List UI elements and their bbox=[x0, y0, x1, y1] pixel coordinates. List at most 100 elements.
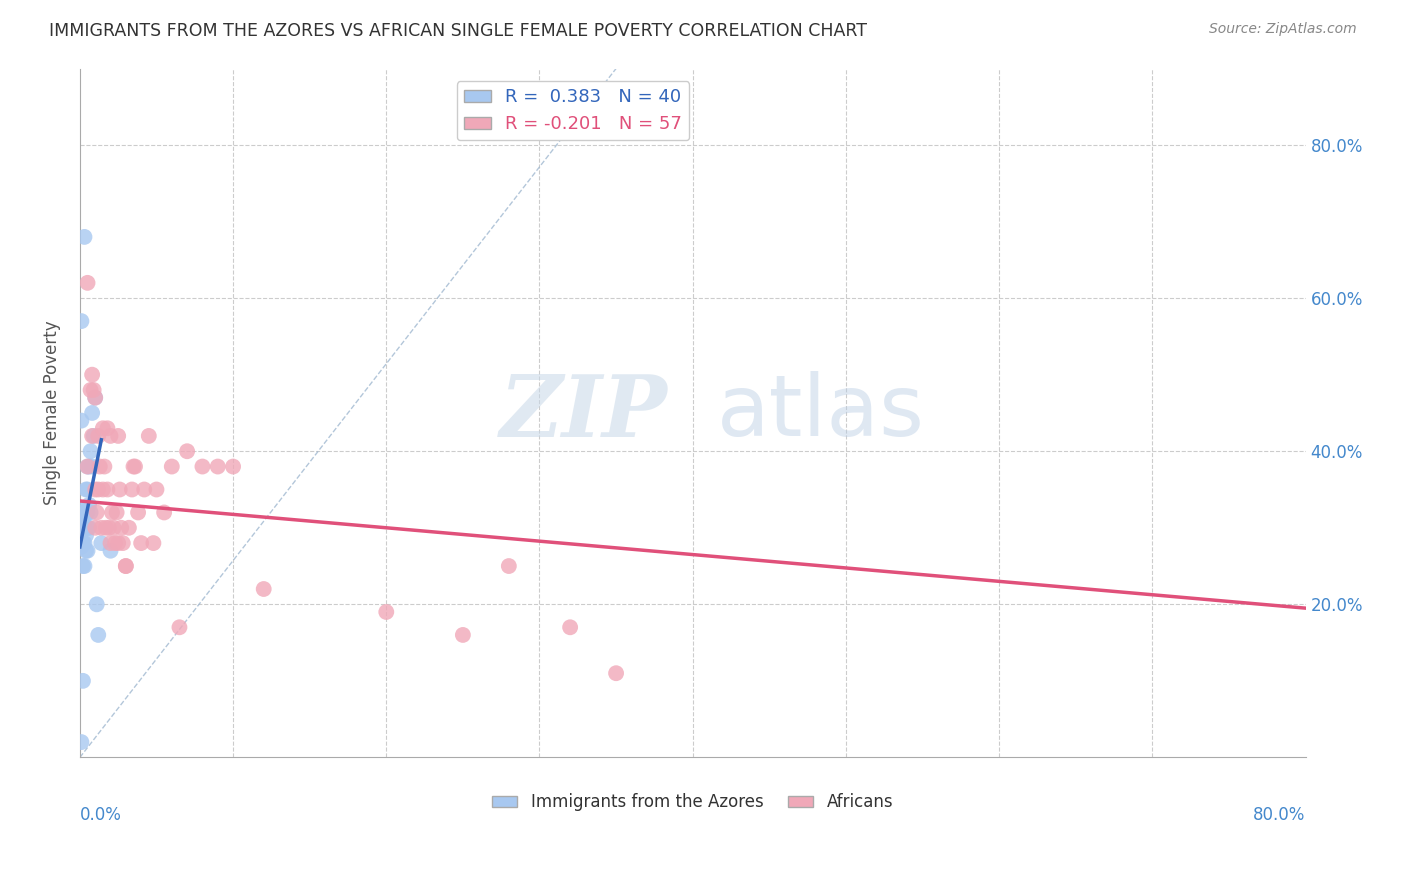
Point bbox=[121, 483, 143, 497]
Point bbox=[127, 506, 149, 520]
Point bbox=[82, 368, 104, 382]
Point bbox=[91, 421, 114, 435]
Point bbox=[114, 559, 136, 574]
Point bbox=[107, 429, 129, 443]
Point bbox=[73, 230, 96, 244]
Point bbox=[90, 521, 112, 535]
Point bbox=[73, 521, 96, 535]
Point bbox=[75, 543, 97, 558]
Point bbox=[76, 521, 98, 535]
Point bbox=[160, 459, 183, 474]
Point bbox=[98, 521, 121, 535]
Point bbox=[138, 429, 160, 443]
Point bbox=[70, 540, 93, 554]
Point bbox=[96, 483, 118, 497]
Point bbox=[70, 516, 93, 531]
Point bbox=[73, 536, 96, 550]
Point bbox=[207, 459, 229, 474]
Point bbox=[73, 509, 96, 524]
Point bbox=[96, 421, 118, 435]
Point bbox=[498, 559, 520, 574]
Point bbox=[103, 521, 125, 535]
Text: IMMIGRANTS FROM THE AZORES VS AFRICAN SINGLE FEMALE POVERTY CORRELATION CHART: IMMIGRANTS FROM THE AZORES VS AFRICAN SI… bbox=[49, 22, 868, 40]
Point bbox=[84, 391, 107, 405]
Point bbox=[104, 536, 127, 550]
Point bbox=[72, 673, 94, 688]
Point bbox=[105, 506, 128, 520]
Point bbox=[169, 620, 191, 634]
Point bbox=[70, 509, 93, 524]
Point bbox=[83, 383, 105, 397]
Point bbox=[82, 406, 104, 420]
Point bbox=[86, 506, 108, 520]
Point bbox=[91, 483, 114, 497]
Point bbox=[70, 735, 93, 749]
Point bbox=[108, 483, 131, 497]
Point bbox=[76, 483, 98, 497]
Point bbox=[73, 559, 96, 574]
Point bbox=[82, 459, 104, 474]
Text: ZIP: ZIP bbox=[501, 371, 668, 455]
Point bbox=[72, 506, 94, 520]
Point bbox=[75, 483, 97, 497]
Point bbox=[82, 429, 104, 443]
Point bbox=[100, 429, 122, 443]
Point bbox=[72, 516, 94, 531]
Point bbox=[153, 506, 176, 520]
Point bbox=[76, 459, 98, 474]
Point bbox=[83, 429, 105, 443]
Point bbox=[77, 459, 100, 474]
Point bbox=[176, 444, 198, 458]
Point bbox=[124, 459, 146, 474]
Point bbox=[72, 559, 94, 574]
Point bbox=[79, 444, 101, 458]
Point bbox=[94, 521, 117, 535]
Point bbox=[114, 559, 136, 574]
Text: 0.0%: 0.0% bbox=[80, 805, 122, 823]
Point bbox=[89, 459, 111, 474]
Point bbox=[79, 383, 101, 397]
Point bbox=[101, 506, 124, 520]
Point bbox=[100, 543, 122, 558]
Point bbox=[111, 536, 134, 550]
Point bbox=[134, 483, 156, 497]
Point bbox=[70, 524, 93, 539]
Point bbox=[76, 276, 98, 290]
Point bbox=[100, 536, 122, 550]
Point bbox=[375, 605, 398, 619]
Point bbox=[75, 528, 97, 542]
Point bbox=[86, 597, 108, 611]
Point bbox=[118, 521, 141, 535]
Point bbox=[110, 521, 132, 535]
Point bbox=[84, 483, 107, 497]
Y-axis label: Single Female Poverty: Single Female Poverty bbox=[44, 320, 60, 505]
Point bbox=[87, 628, 110, 642]
Point bbox=[76, 506, 98, 520]
Point bbox=[76, 459, 98, 474]
Point bbox=[79, 506, 101, 520]
Point bbox=[77, 498, 100, 512]
Point bbox=[75, 506, 97, 520]
Point bbox=[605, 666, 627, 681]
Point bbox=[145, 483, 167, 497]
Point bbox=[222, 459, 245, 474]
Point bbox=[70, 314, 93, 328]
Point bbox=[191, 459, 214, 474]
Point bbox=[84, 521, 107, 535]
Point bbox=[77, 521, 100, 535]
Point bbox=[451, 628, 474, 642]
Point bbox=[76, 543, 98, 558]
Point bbox=[142, 536, 165, 550]
Point bbox=[129, 536, 152, 550]
Point bbox=[122, 459, 145, 474]
Point bbox=[73, 501, 96, 516]
Point bbox=[90, 536, 112, 550]
Text: Source: ZipAtlas.com: Source: ZipAtlas.com bbox=[1209, 22, 1357, 37]
Point bbox=[87, 483, 110, 497]
Text: 80.0%: 80.0% bbox=[1253, 805, 1306, 823]
Point bbox=[107, 536, 129, 550]
Point bbox=[84, 391, 107, 405]
Point bbox=[93, 459, 115, 474]
Point bbox=[87, 429, 110, 443]
Point bbox=[558, 620, 581, 634]
